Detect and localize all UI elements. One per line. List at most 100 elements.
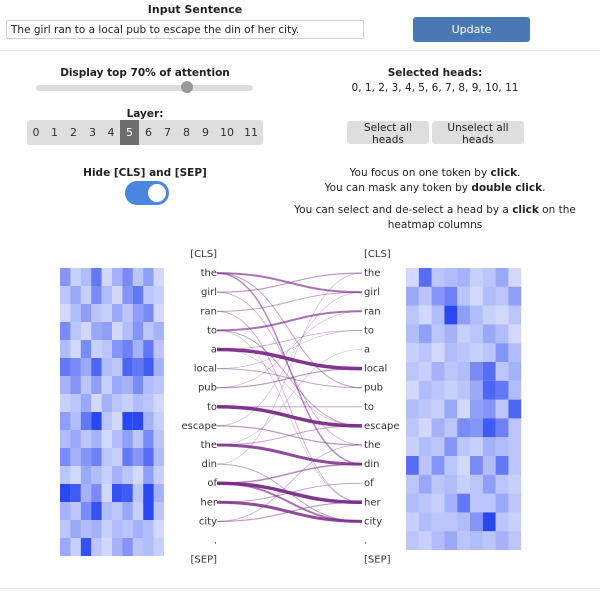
heatmap-cell[interactable] [112,412,123,430]
heatmap-cell[interactable] [132,538,144,556]
layer-option-1[interactable]: 1 [51,126,58,139]
heatmap-cell[interactable] [143,430,154,448]
heatmap-cell[interactable] [431,456,445,475]
heatmap-cell[interactable] [418,380,432,400]
heatmap-cell[interactable] [153,538,164,556]
heatmap-cell[interactable] [431,268,445,287]
heatmap-cell[interactable] [91,484,102,502]
heatmap-cell[interactable] [143,394,154,412]
heatmap-cell[interactable] [112,376,123,394]
heatmap-cell[interactable] [112,322,123,340]
heatmap-cell[interactable] [101,430,112,448]
layer-option-0[interactable]: 0 [32,126,40,139]
heatmap-cell[interactable] [122,430,133,448]
heatmap-cell[interactable] [457,268,470,287]
heatmap-cell[interactable] [122,268,133,286]
heatmap-cell[interactable] [406,512,419,532]
heatmap-cell[interactable] [418,286,432,306]
heatmap-cell[interactable] [132,466,144,484]
heatmap-cell[interactable] [70,394,81,412]
heatmap-cell[interactable] [91,520,102,538]
heatmap-cell[interactable] [143,376,154,394]
heatmap-cell[interactable] [60,520,71,538]
select-all-heads-button[interactable]: Select all heads [347,121,429,146]
heatmap-cell[interactable] [70,466,81,484]
right-token[interactable]: a [364,345,370,356]
heatmap-cell[interactable] [444,343,458,362]
heatmap-cell[interactable] [112,520,123,538]
heatmap-cell[interactable] [91,448,102,466]
heatmap-cell[interactable] [122,484,133,502]
heatmap-cell[interactable] [80,466,92,484]
left-token[interactable]: din [202,459,217,470]
heatmap-cell[interactable] [482,493,496,513]
heatmap-cell[interactable] [112,430,123,448]
heatmap-cell[interactable] [60,268,71,286]
heatmap-cell[interactable] [444,286,458,306]
heatmap-cell[interactable] [112,358,123,376]
layer-option-5[interactable]: 5 [120,120,139,145]
heatmap-cell[interactable] [143,538,154,556]
heatmap-cell[interactable] [470,512,483,532]
left-token[interactable]: pub [198,383,217,394]
heatmap-cell[interactable] [122,394,133,412]
heatmap-cell[interactable] [143,520,154,538]
heatmap-cell[interactable] [91,538,102,556]
heatmap-cell[interactable] [482,456,496,475]
heatmap-cell[interactable] [431,493,445,513]
layer-option-9[interactable]: 9 [202,126,209,139]
heatmap-cell[interactable] [457,324,470,344]
heatmap-cell[interactable] [482,399,496,419]
heatmap-cell[interactable] [508,512,522,532]
heatmap-cell[interactable] [122,376,133,394]
right-token[interactable]: ran [364,306,381,317]
heatmap-cell[interactable] [101,268,112,286]
heatmap-cell[interactable] [143,466,154,484]
heatmap-cell[interactable] [60,502,71,520]
heatmap-cell[interactable] [418,418,432,438]
heatmap-cell[interactable] [470,456,483,475]
heatmap-cell[interactable] [153,358,164,376]
heatmap-cell[interactable] [122,412,133,430]
heatmap-cell[interactable] [418,362,432,381]
heatmap-cell[interactable] [80,448,92,466]
heatmap-cell[interactable] [470,474,483,494]
heatmap-cell[interactable] [406,493,419,513]
heatmap-cell[interactable] [482,305,496,325]
heatmap-cell[interactable] [132,340,144,358]
heatmap-cell[interactable] [482,474,496,494]
heatmap-cell[interactable] [431,324,445,344]
heatmap-cell[interactable] [495,343,509,362]
heatmap-cell[interactable] [70,376,81,394]
heatmap-cell[interactable] [132,358,144,376]
heatmap-cell[interactable] [91,376,102,394]
heatmap-cell[interactable] [91,358,102,376]
heatmap-cell[interactable] [406,343,419,362]
heatmap-cell[interactable] [431,474,445,494]
heatmap-cell[interactable] [495,362,509,381]
heatmap-cell[interactable] [495,531,509,550]
layer-option-7[interactable]: 7 [164,126,171,139]
right-token[interactable]: [SEP] [364,555,391,566]
left-token[interactable]: the [201,268,217,279]
heatmap-cell[interactable] [444,531,458,550]
heatmap-cell[interactable] [60,466,71,484]
heatmap-cell[interactable] [418,474,432,494]
heatmap-cell[interactable] [508,493,522,513]
heatmap-cell[interactable] [60,322,71,340]
heatmap-cell[interactable] [495,399,509,419]
heatmap-cell[interactable] [60,340,71,358]
heatmap-cell[interactable] [508,286,522,306]
heatmap-cell[interactable] [431,343,445,362]
heatmap-cell[interactable] [112,286,123,304]
heatmap-cell[interactable] [495,380,509,400]
heatmap-cell[interactable] [470,305,483,325]
heatmap-cell[interactable] [444,324,458,344]
left-token[interactable]: escape [182,421,218,432]
heatmap-cell[interactable] [495,305,509,325]
heatmap-cell[interactable] [470,418,483,438]
heatmap-cell[interactable] [482,268,496,287]
heatmap-cell[interactable] [122,340,133,358]
right-token[interactable]: escape [364,421,400,432]
heatmap-cell[interactable] [91,412,102,430]
